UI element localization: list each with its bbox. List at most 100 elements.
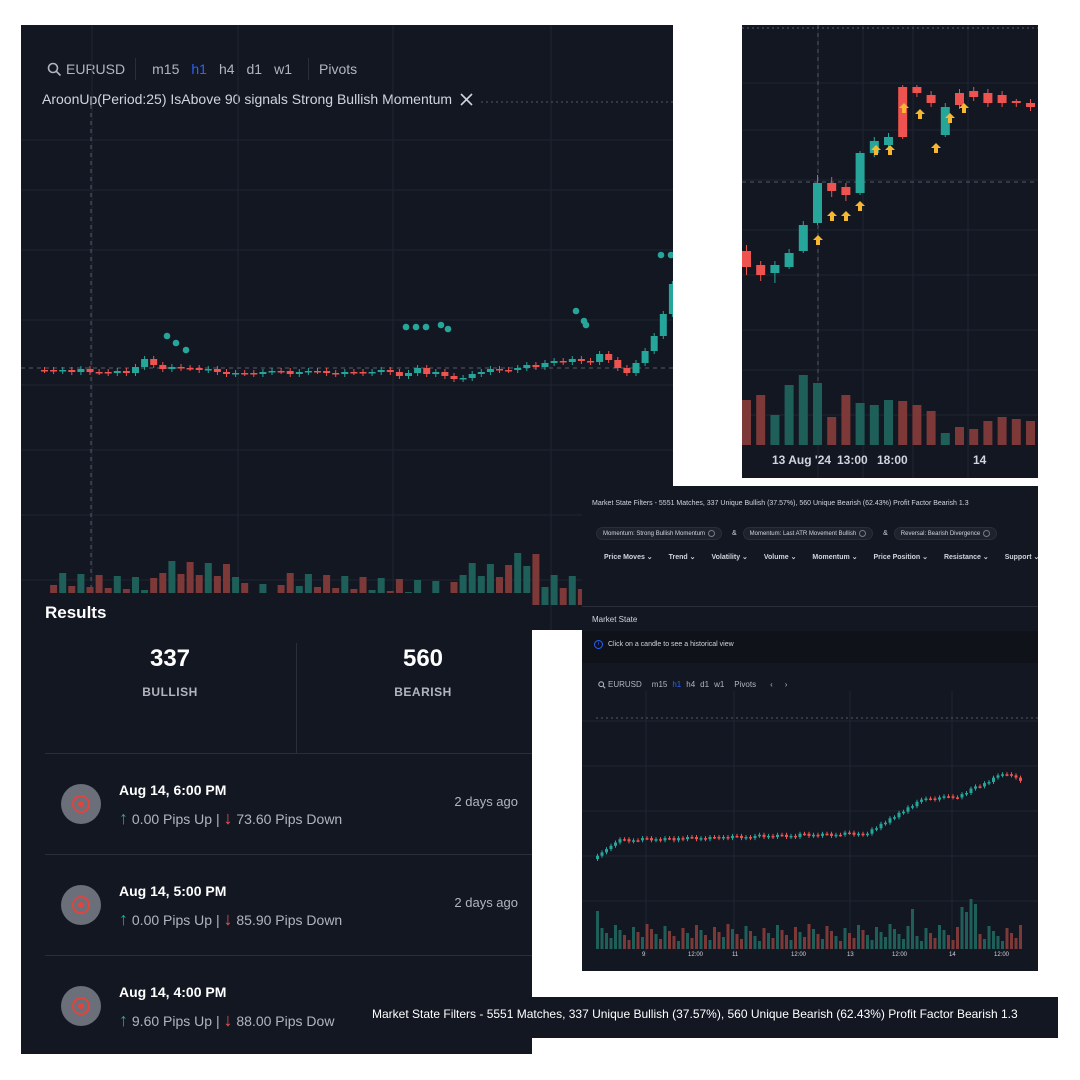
- mini-tf-h4[interactable]: h4: [686, 680, 696, 689]
- candle-body: [762, 834, 766, 837]
- mini-pivots[interactable]: Pivots: [734, 680, 757, 689]
- volume-bar: [663, 926, 667, 949]
- mini-symbol[interactable]: EURUSD: [608, 680, 642, 689]
- volume-bar: [951, 940, 955, 949]
- menu-volatility[interactable]: Volatility ⌄: [711, 554, 748, 561]
- result-item[interactable]: Aug 14, 6:00 PM ↑ 0.00 Pips Up | ↓ 73.60…: [45, 753, 532, 854]
- filter-chip[interactable]: Momentum: Last ATR Movement Bullish: [742, 527, 874, 541]
- bearish-count: 560: [402, 645, 444, 672]
- mini-tf-m15[interactable]: m15: [651, 680, 668, 689]
- volume-bar: [704, 935, 707, 949]
- timeframe-w1[interactable]: w1: [274, 61, 292, 77]
- candle-body: [627, 839, 631, 842]
- results-title: Results: [45, 603, 107, 622]
- candle-body: [852, 832, 856, 835]
- main-chart-panel[interactable]: EURUSD m15 h1 h4 d1 w1 Pivots AroonUp(Pe…: [21, 25, 673, 630]
- volume-bar: [955, 427, 964, 445]
- x-tick: 14: [949, 952, 956, 958]
- menu-trend[interactable]: Trend ⌄: [668, 554, 696, 561]
- signal-dot: [182, 346, 190, 354]
- mini-tf-d1[interactable]: d1: [700, 680, 710, 689]
- candle-body: [232, 373, 240, 375]
- bullish-count: 337: [149, 645, 191, 672]
- signal-dot: [163, 332, 171, 340]
- volume-bar: [377, 578, 385, 605]
- symbol-label[interactable]: EURUSD: [66, 61, 126, 77]
- arrow-up-icon: [871, 145, 881, 155]
- result-item[interactable]: Aug 14, 5:00 PM ↑ 0.00 Pips Up | ↓ 85.90…: [45, 854, 532, 955]
- x-tick: 18:00: [877, 453, 908, 467]
- menu-price-moves[interactable]: Price Moves ⌄: [604, 554, 653, 561]
- volume-bar: [505, 565, 513, 605]
- menu-momentum[interactable]: Momentum ⌄: [812, 554, 858, 561]
- remove-icon[interactable]: [983, 530, 991, 537]
- timeframe-h4[interactable]: h4: [218, 61, 235, 77]
- menu-price-position[interactable]: Price Position ⌄: [873, 554, 929, 561]
- volume-bar: [987, 926, 991, 949]
- candle-body: [605, 849, 608, 853]
- candle-body: [532, 365, 540, 367]
- mini-candlestick-chart[interactable]: [582, 691, 1038, 956]
- candle-body: [332, 373, 340, 375]
- chevron-right-icon[interactable]: ›: [784, 680, 788, 689]
- timeframe-d1[interactable]: d1: [246, 61, 263, 77]
- candle-body: [983, 93, 993, 103]
- candle-body: [789, 835, 793, 838]
- result-age: 2 days ago: [454, 895, 518, 910]
- search-icon[interactable]: [47, 62, 62, 77]
- candle-body: [259, 372, 267, 374]
- x-tick: 11: [732, 952, 739, 958]
- chart-toolbar: EURUSD m15 h1 h4 d1 w1 Pivots: [47, 58, 357, 80]
- volume-bar: [834, 936, 838, 949]
- volume-bar: [902, 939, 905, 949]
- timeframe-m15[interactable]: m15: [152, 61, 180, 77]
- candle-body: [141, 359, 149, 367]
- volume-bar: [690, 938, 694, 949]
- main-candlestick-chart[interactable]: [21, 25, 673, 630]
- candle-body: [77, 369, 85, 372]
- candle-body: [468, 374, 476, 378]
- volume-bar: [749, 931, 752, 949]
- candle-body: [1014, 775, 1018, 778]
- candle-body: [395, 372, 403, 376]
- candle-body: [870, 829, 874, 834]
- candle-body: [798, 225, 808, 251]
- menu-support[interactable]: Support ⌄: [1004, 554, 1038, 561]
- volume-bar: [789, 940, 793, 949]
- zoomed-candlestick-chart[interactable]: [742, 25, 1038, 478]
- volume-bar: [762, 928, 766, 949]
- volume-bar: [742, 400, 751, 445]
- filter-chip[interactable]: Momentum: Strong Bullish Momentum: [596, 527, 723, 541]
- candle-body: [277, 371, 285, 373]
- mini-tf-w1[interactable]: w1: [714, 680, 725, 689]
- candle-body: [1019, 777, 1022, 781]
- volume-bar: [855, 403, 865, 445]
- candle-body: [550, 361, 558, 363]
- candle-body: [784, 253, 794, 267]
- mini-tf-h1[interactable]: h1: [672, 680, 682, 689]
- chevron-left-icon[interactable]: ‹: [770, 680, 773, 689]
- candle-body: [978, 786, 982, 788]
- zoomed-chart-panel[interactable]: 13 Aug '24 13:00 18:00 14: [742, 25, 1038, 478]
- search-icon[interactable]: [598, 680, 606, 689]
- volume-bar: [668, 931, 671, 949]
- menu-resistance[interactable]: Resistance ⌄: [943, 554, 989, 561]
- volume-bar: [708, 940, 712, 949]
- info-icon: i: [594, 640, 603, 649]
- remove-icon[interactable]: [859, 530, 867, 537]
- candle-body: [636, 840, 640, 842]
- arrow-up-icon: [959, 103, 969, 113]
- arrow-down-icon: ↓: [223, 909, 233, 929]
- remove-icon[interactable]: [708, 530, 716, 537]
- close-icon[interactable]: [460, 92, 473, 106]
- volume-bar: [286, 573, 294, 605]
- candle-body: [577, 359, 585, 361]
- volume-bar: [731, 929, 734, 949]
- result-item[interactable]: Aug 14, 4:00 PM ↑ 9.60 Pips Up | ↓ 88.00…: [45, 955, 532, 1054]
- timeframe-h1[interactable]: h1: [191, 61, 207, 77]
- pivots-button[interactable]: Pivots: [319, 61, 358, 77]
- filter-chip[interactable]: Reversal: Bearish Divergence: [893, 527, 998, 541]
- menu-volume[interactable]: Volume ⌄: [763, 554, 797, 561]
- volume-bar: [223, 564, 230, 605]
- candle-body: [960, 794, 964, 798]
